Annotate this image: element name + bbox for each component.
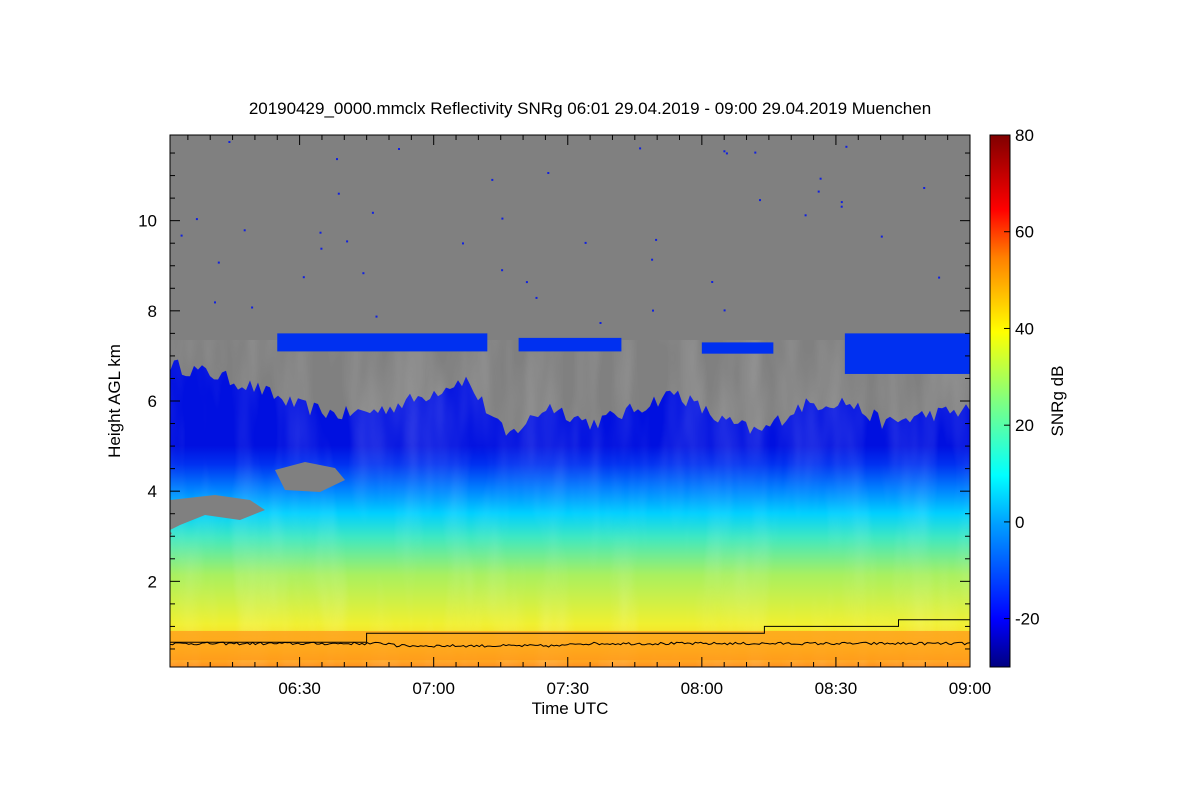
noise-speckle (243, 229, 246, 232)
x-tick-label: 06:30 (278, 679, 321, 698)
no-signal-gap (275, 462, 345, 492)
noise-speckle (228, 141, 231, 143)
noise-speckle (840, 201, 843, 204)
noise-speckle (535, 296, 538, 299)
noise-speckle (725, 152, 728, 155)
x-tick-label: 08:00 (681, 679, 724, 698)
melting-level-line (170, 619, 970, 643)
noise-speckle (652, 309, 654, 312)
noise-speckle (346, 240, 349, 243)
y-tick-label: 10 (138, 212, 157, 231)
x-tick-label: 09:00 (949, 679, 992, 698)
noise-speckle (584, 241, 587, 244)
noise-speckle (651, 258, 654, 261)
noise-speckle (754, 151, 757, 154)
noise-speckle (938, 276, 941, 279)
noise-speckle (320, 247, 323, 250)
noise-speckle (362, 272, 365, 275)
noise-speckle (398, 148, 400, 150)
noise-speckle (501, 269, 504, 272)
plot-area (170, 135, 970, 667)
no-signal-gap (170, 495, 265, 530)
colorbar-tick-label: 40 (1015, 319, 1034, 338)
y-axis: 2 4 6 8 10 (138, 152, 970, 650)
upper-cloud-layer (277, 333, 970, 374)
noise-speckle (723, 309, 726, 312)
colorbar-tick-label: -20 (1015, 610, 1040, 629)
y-tick-label: 6 (148, 392, 157, 411)
noise-speckle (599, 322, 602, 324)
cloud-texture (170, 340, 970, 667)
x-axis-label: Time UTC (532, 699, 609, 718)
x-axis: 06:30 07:00 07:30 08:00 08:30 09:00 (187, 135, 992, 698)
y-axis-label: Height AGL km (105, 344, 124, 458)
noise-speckle (491, 178, 494, 181)
noise-speckle (923, 187, 926, 189)
noise-speckle (711, 281, 714, 283)
x-tick-label: 07:00 (412, 679, 455, 698)
colorbar (989, 134, 1011, 668)
noise-speckle (462, 242, 464, 245)
upper-cloud-segment (701, 342, 774, 354)
noise-speckle (302, 276, 305, 279)
noise-speckle (655, 238, 658, 241)
noise-speckle (336, 158, 338, 161)
noise-speckles (180, 141, 941, 324)
colorbar-tick-label: 0 (1015, 513, 1024, 532)
noise-speckle (525, 281, 528, 284)
upper-cloud-segment (518, 337, 622, 352)
y-tick-label: 2 (148, 572, 157, 591)
noise-speckle (180, 234, 183, 237)
chart-title: 20190429_0000.mmclx Reflectivity SNRg 06… (249, 99, 931, 118)
y-tick-label: 4 (148, 482, 157, 501)
x-tick-label: 07:30 (546, 679, 589, 698)
colorbar-tick-label: 60 (1015, 223, 1034, 242)
upper-cloud-segment (277, 333, 488, 352)
colorbar-tick-label: 80 (1015, 126, 1034, 145)
noise-speckle (819, 177, 822, 180)
colorbar-ticks: -20 0 20 40 60 80 (1004, 126, 1040, 629)
x-tick-label: 08:30 (815, 679, 858, 698)
noise-speckle (845, 145, 848, 148)
noise-speckle (723, 150, 726, 153)
noise-speckle (639, 147, 642, 150)
noise-speckle (759, 199, 761, 202)
y-tick-label: 8 (148, 302, 157, 321)
colorbar-label: SNRg dB (1048, 366, 1067, 437)
noise-speckle (195, 218, 198, 221)
colorbar-gradient (989, 134, 1011, 668)
noise-speckle (817, 190, 820, 193)
noise-speckle (804, 214, 807, 217)
noise-speckle (501, 217, 504, 220)
colorbar-tick-label: 20 (1015, 416, 1034, 435)
noise-speckle (319, 231, 322, 234)
noise-speckle (880, 235, 883, 238)
upper-cloud-segment (844, 333, 970, 374)
noise-speckle (547, 172, 550, 174)
bright-band (170, 630, 970, 661)
noise-speckle (214, 301, 216, 304)
noise-speckle (375, 315, 378, 318)
cloud-base-line (170, 641, 970, 648)
noise-speckle (217, 261, 220, 264)
noise-speckle (337, 192, 340, 195)
noise-speckle (251, 306, 254, 309)
noise-speckle (840, 205, 843, 208)
noise-speckle (371, 211, 374, 214)
